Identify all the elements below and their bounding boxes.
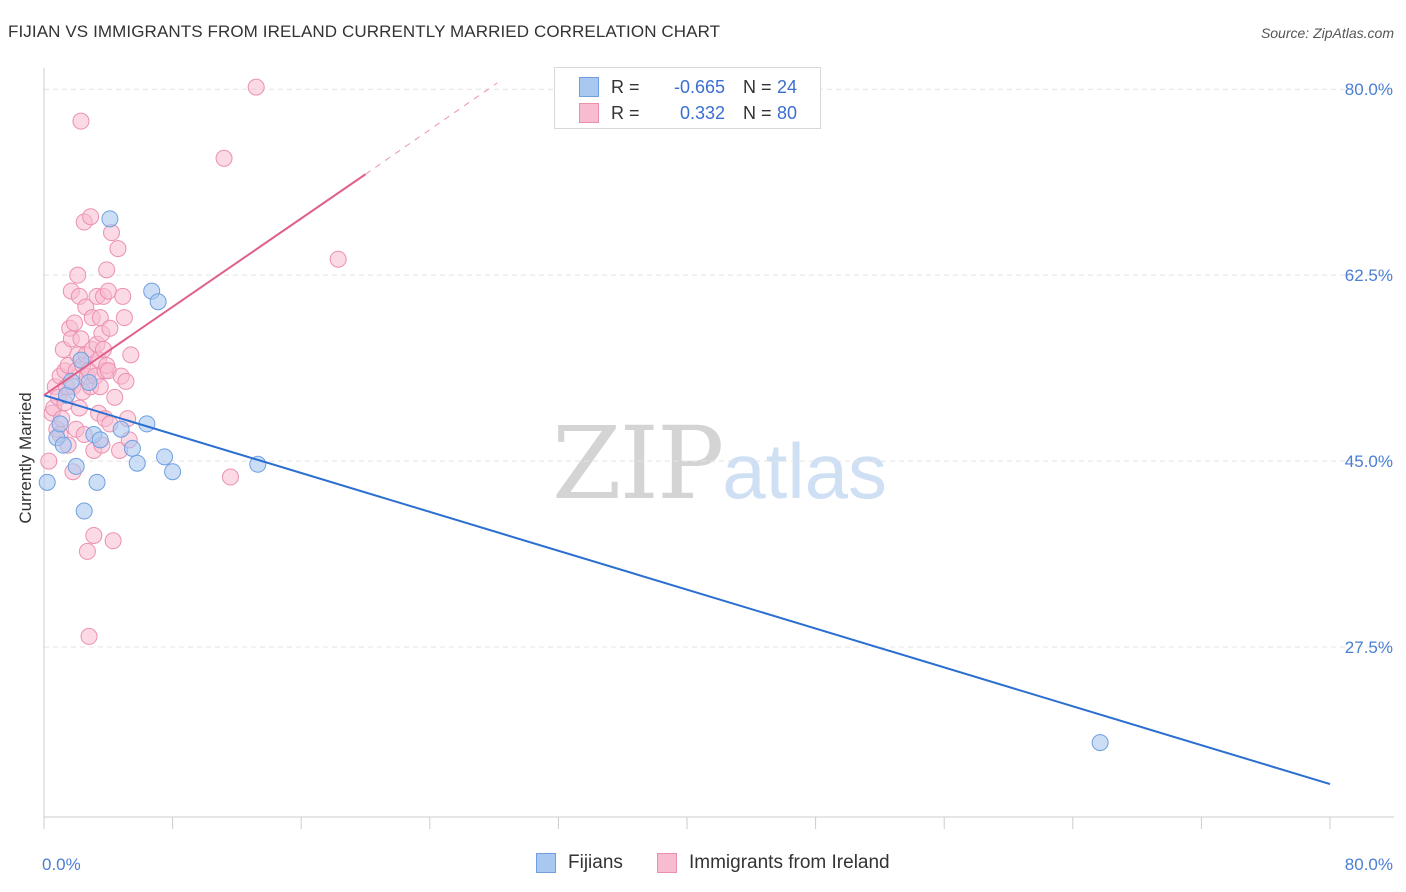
stats-legend: R = -0.665 N = 24 R = 0.332 N = 80 xyxy=(554,67,821,129)
ireland-point xyxy=(69,266,87,284)
ireland-point xyxy=(104,532,122,550)
fijian-point xyxy=(67,457,85,475)
fijian-points xyxy=(38,210,1109,752)
fijian-point xyxy=(149,293,167,311)
ireland-point xyxy=(247,78,265,96)
fijian-point xyxy=(123,439,141,457)
x-tick-label-min: 0.0% xyxy=(42,855,81,874)
fijians-legend-label: Fijians xyxy=(568,852,623,873)
legend-item-fijians[interactable]: Fijians xyxy=(536,852,623,874)
ireland-point xyxy=(114,287,132,305)
source-label: Source: ZipAtlas.com xyxy=(1260,25,1394,41)
fijians-swatch xyxy=(579,77,599,97)
r-label: R = xyxy=(611,102,640,123)
ireland-r-value: 0.332 xyxy=(679,102,725,123)
fijian-point xyxy=(80,373,98,391)
ireland-point xyxy=(66,314,84,332)
ireland-point xyxy=(221,468,239,486)
fijian-point xyxy=(91,431,109,449)
ireland-legend-label: Immigrants from Ireland xyxy=(689,852,890,873)
ireland-point xyxy=(329,250,347,268)
ireland-point xyxy=(72,330,90,348)
fijian-point xyxy=(128,454,146,472)
ireland-trend-line xyxy=(43,173,367,397)
fijian-point xyxy=(156,448,174,466)
y-tick-label: 62.5% xyxy=(1345,266,1393,285)
series-legend: Fijians Immigrants from Ireland xyxy=(0,852,1406,878)
ireland-point xyxy=(109,240,127,258)
fijians-trend-line xyxy=(43,394,1331,786)
ireland-n-value: 80 xyxy=(777,102,798,123)
ireland-point xyxy=(106,388,124,406)
fijian-point xyxy=(75,502,93,520)
ireland-point xyxy=(117,372,135,390)
ireland-point xyxy=(72,112,90,130)
legend-row-fijians: R = -0.665 N = 24 xyxy=(579,75,797,99)
ireland-point xyxy=(101,319,119,337)
r-label: R = xyxy=(611,76,640,97)
ireland-point xyxy=(78,542,96,560)
ireland-legend-swatch xyxy=(657,853,677,873)
ireland-point xyxy=(98,261,116,279)
ireland-point xyxy=(99,282,117,300)
ireland-point xyxy=(122,346,140,364)
trend-lines xyxy=(43,82,1331,786)
grid-lines xyxy=(44,88,1394,648)
ireland-point xyxy=(215,149,233,167)
fijian-point xyxy=(164,463,182,481)
chart-title: FIJIAN VS IMMIGRANTS FROM IRELAND CURREN… xyxy=(8,22,721,41)
axes xyxy=(43,68,1394,829)
ireland-point xyxy=(85,526,103,544)
fijian-point xyxy=(38,473,56,491)
fijian-point xyxy=(51,415,69,433)
tick-labels: 27.5% 45.0% 62.5% 80.0% 0.0% 80.0% xyxy=(42,80,1393,874)
fijians-legend-swatch xyxy=(536,853,556,873)
fijians-n-value: 24 xyxy=(777,76,798,97)
ireland-swatch xyxy=(579,103,599,123)
legend-item-ireland[interactable]: Immigrants from Ireland xyxy=(657,852,890,874)
fijian-point xyxy=(101,210,119,228)
x-tick-label-max: 80.0% xyxy=(1345,855,1393,874)
y-tick-label: 80.0% xyxy=(1345,80,1393,99)
ireland-point xyxy=(115,309,133,327)
fijian-point xyxy=(1091,734,1109,752)
n-label: N = xyxy=(743,76,772,97)
y-tick-label: 45.0% xyxy=(1345,452,1393,471)
ireland-point xyxy=(40,452,58,470)
fijians-r-value: -0.665 xyxy=(673,76,725,97)
fijian-point xyxy=(54,436,72,454)
ireland-trend-extension xyxy=(365,82,498,175)
ireland-point xyxy=(82,208,100,226)
fijian-point xyxy=(112,420,130,438)
ireland-point xyxy=(80,627,98,645)
y-tick-label: 27.5% xyxy=(1345,638,1393,657)
fijian-point xyxy=(88,473,106,491)
legend-row-ireland: R = 0.332 N = 80 xyxy=(579,101,797,125)
fijian-point xyxy=(72,351,90,369)
n-label: N = xyxy=(743,102,772,123)
